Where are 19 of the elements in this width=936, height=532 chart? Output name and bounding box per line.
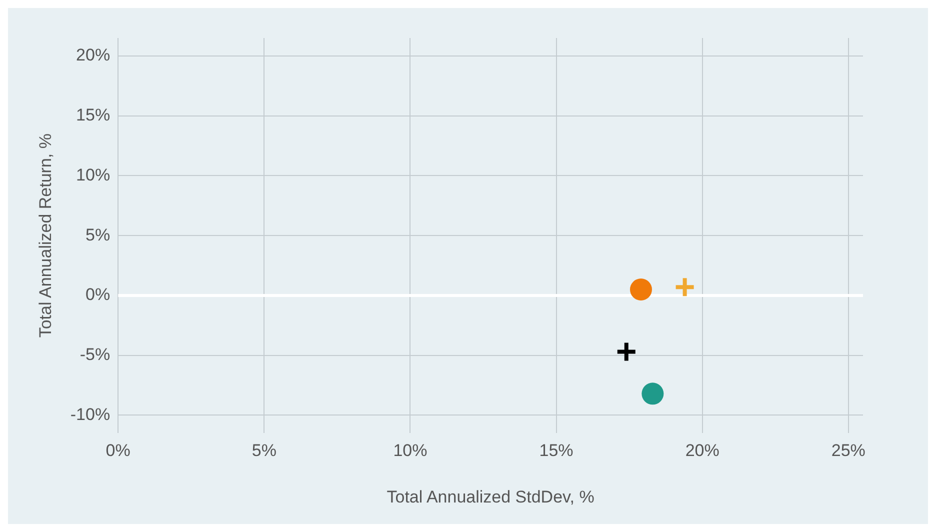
x-tick-label: 0% (106, 441, 130, 460)
y-axis-title: Total Annualized Return, % (36, 134, 55, 338)
y-tick-label: 10% (76, 165, 110, 184)
y-tick-label: -5% (80, 345, 110, 364)
y-tick-label: 15% (76, 106, 110, 125)
point (630, 278, 652, 300)
x-tick-label: 25% (831, 441, 866, 460)
x-tick-label: 20% (685, 441, 720, 460)
x-tick-label: 10% (393, 441, 428, 460)
point (642, 382, 664, 405)
x-tick-label: 5% (252, 441, 276, 460)
y-tick-label: 20% (76, 46, 110, 65)
point (674, 276, 696, 298)
point (615, 340, 638, 363)
y-tick-label: 5% (86, 225, 110, 244)
x-tick-label: 15% (539, 441, 574, 460)
x-axis-title: Total Annualized StdDev, % (386, 487, 594, 506)
y-tick-label: 0% (86, 285, 110, 304)
y-tick-label: -10% (70, 404, 110, 424)
